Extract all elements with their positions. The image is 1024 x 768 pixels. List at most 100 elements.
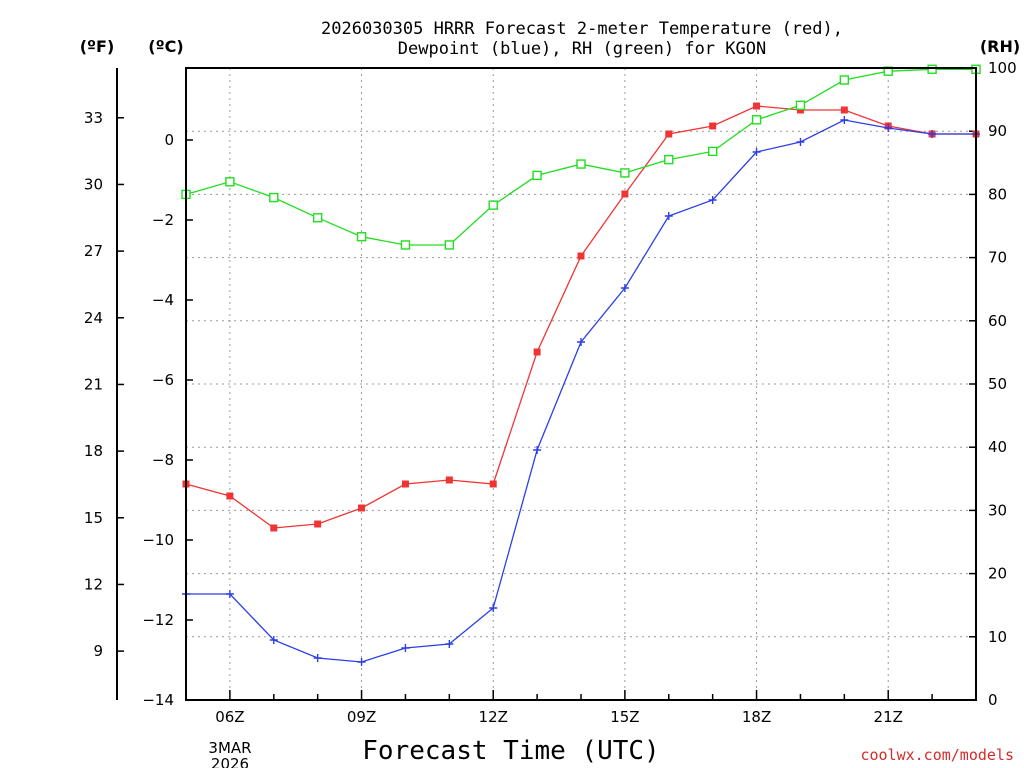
rh-point — [664, 154, 674, 165]
fahrenheit-tick-label: 21 — [84, 375, 103, 393]
dewpoint-point — [489, 604, 498, 612]
fahrenheit-tick-label: 30 — [84, 175, 103, 193]
credit-link[interactable]: coolwx.com/models — [860, 746, 1014, 764]
time-tick-label: 12Z — [479, 708, 508, 726]
date-label-year: 2026 — [211, 755, 249, 768]
celsius-tick-label: −14 — [142, 691, 174, 709]
time-tick-label: 21Z — [874, 708, 903, 726]
time-tick-label: 18Z — [742, 708, 771, 726]
rh-tick-label: 80 — [988, 185, 1007, 203]
fahrenheit-unit-label: (ºF) — [80, 37, 115, 56]
time-tick-label: 15Z — [610, 708, 639, 726]
rh-point — [269, 192, 279, 203]
rh-point — [795, 100, 806, 110]
rh-tick-label: 10 — [988, 628, 1007, 646]
dewpoint-point — [620, 284, 629, 292]
dewpoint-point — [533, 446, 542, 454]
temperature-point — [577, 252, 585, 260]
dewpoint-point — [225, 590, 234, 598]
dewpoint-point — [313, 654, 322, 662]
temperature-point — [665, 130, 673, 138]
fahrenheit-tick-label: 15 — [84, 509, 103, 527]
temperature-point — [840, 106, 848, 114]
temperature-line — [185, 105, 976, 529]
temperature-point — [753, 102, 761, 110]
celsius-tick-label: −2 — [152, 211, 174, 229]
celsius-tick-label: −6 — [152, 371, 174, 389]
time-axis: 06Z 09Z 12Z 15Z 18Z 21Z — [185, 690, 977, 726]
rh-point — [707, 146, 718, 157]
celsius-tick-label: −12 — [142, 611, 174, 629]
dewpoint-point — [752, 148, 761, 156]
rh-point — [839, 75, 850, 85]
rh-point — [751, 115, 762, 125]
time-tick-label: 06Z — [215, 708, 244, 726]
data-series — [181, 64, 981, 666]
dewpoint-point — [796, 138, 805, 146]
dewpoint-point — [840, 116, 849, 124]
celsius-unit-label: (ºC) — [148, 37, 183, 56]
rh-unit-label: (RH) — [980, 37, 1020, 56]
plot-frame — [185, 67, 977, 701]
fahrenheit-tick-label: 18 — [84, 442, 103, 460]
temperature-point — [314, 520, 322, 528]
dewpoint-point — [884, 124, 893, 132]
dewpoint-line — [186, 119, 976, 663]
celsius-tick-label: −4 — [152, 291, 174, 309]
temperature-point — [358, 504, 366, 512]
time-tick-label: 09Z — [347, 708, 376, 726]
rh-tick-label: 20 — [988, 565, 1007, 583]
x-axis-label: Forecast Time (UTC) — [362, 736, 659, 766]
rh-point — [312, 213, 323, 223]
dewpoint-point — [269, 636, 278, 644]
rh-point — [488, 200, 498, 210]
rh-point — [620, 168, 630, 178]
temperature-point — [401, 480, 409, 488]
temperature-point — [533, 348, 541, 356]
fahrenheit-tick-label: 24 — [84, 309, 103, 327]
chart-title-line2: Dewpoint (blue), RH (green) for KGON — [398, 39, 766, 59]
temperature-point — [445, 476, 453, 484]
rh-point — [356, 232, 367, 242]
rh-point — [225, 177, 235, 187]
rh-tick-label: 40 — [988, 438, 1007, 456]
dewpoint-point — [445, 640, 454, 648]
temperature-point — [621, 190, 629, 198]
rh-tick-label: 30 — [988, 501, 1007, 519]
fahrenheit-tick-label: 12 — [84, 575, 103, 593]
temperature-point — [226, 492, 234, 500]
celsius-tick-label: −8 — [152, 451, 174, 469]
rh-line — [185, 68, 976, 246]
celsius-tick-label: 0 — [164, 131, 174, 149]
temperature-point — [270, 524, 278, 532]
rh-tick-label: 50 — [988, 375, 1007, 393]
rh-point — [532, 170, 542, 181]
dewpoint-point — [928, 130, 937, 138]
fahrenheit-axis: 33 30 27 24 21 18 15 12 9 — [84, 109, 124, 660]
rh-tick-label: 100 — [988, 59, 1017, 77]
rh-point — [576, 159, 586, 169]
fahrenheit-tick-label: 27 — [84, 242, 103, 260]
fahrenheit-tick-label: 33 — [84, 109, 103, 127]
celsius-tick-label: −10 — [142, 531, 174, 549]
dewpoint-point — [401, 644, 410, 652]
dewpoint-point — [664, 212, 673, 220]
fahrenheit-tick-label: 9 — [93, 642, 103, 660]
rh-point — [400, 240, 411, 250]
dewpoint-point — [577, 338, 585, 346]
rh-tick-label: 60 — [988, 312, 1007, 330]
date-label-day: 3MAR — [208, 739, 251, 757]
dewpoint-point — [708, 196, 717, 204]
temperature-point — [489, 480, 497, 488]
rh-point — [927, 64, 937, 74]
temperature-point — [796, 106, 804, 114]
chart-title-line1: 2026030305 HRRR Forecast 2-meter Tempera… — [321, 19, 843, 39]
dewpoint-point — [357, 658, 366, 666]
rh-tick-label: 90 — [988, 122, 1007, 140]
rh-tick-label: 70 — [988, 249, 1007, 267]
rh-tick-label: 0 — [988, 691, 998, 709]
rh-point — [444, 240, 455, 250]
celsius-axis: 0 −2 −4 −6 −8 −10 −12 −14 — [142, 131, 193, 709]
